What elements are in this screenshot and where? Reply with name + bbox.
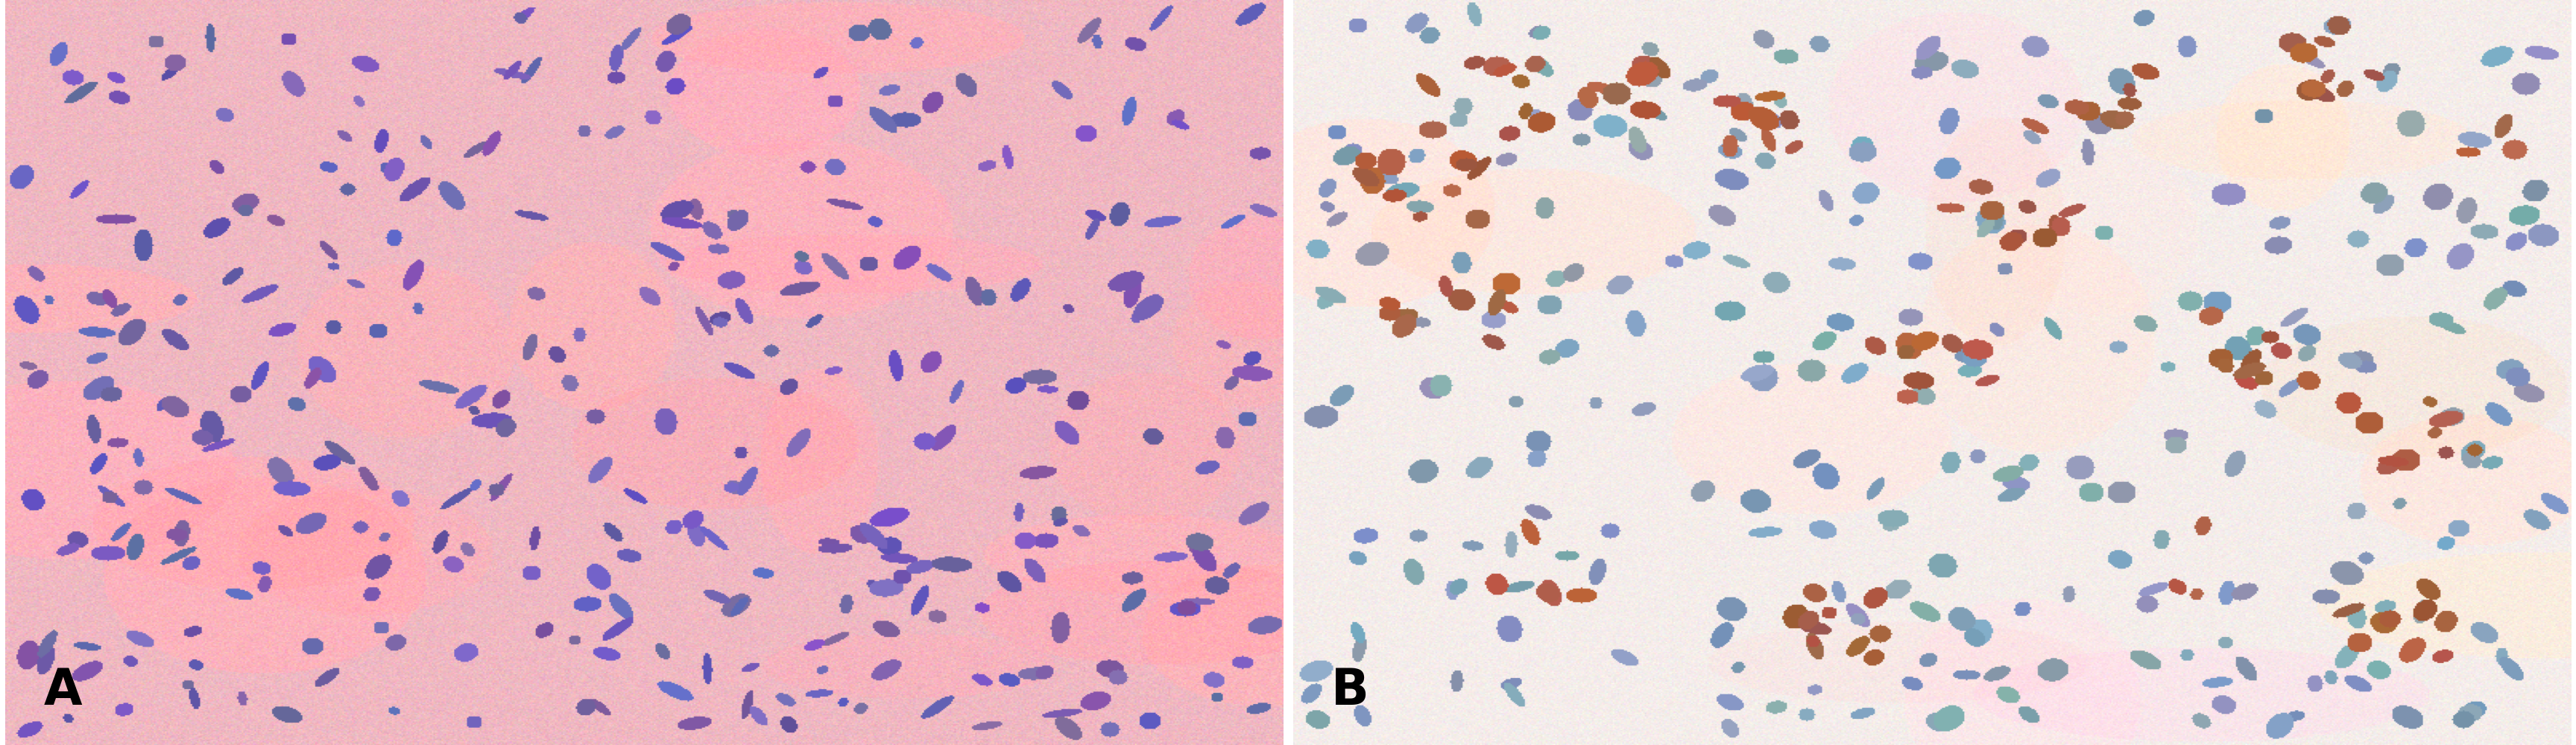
Text: A: A <box>44 666 82 715</box>
Text: B: B <box>1332 666 1370 715</box>
